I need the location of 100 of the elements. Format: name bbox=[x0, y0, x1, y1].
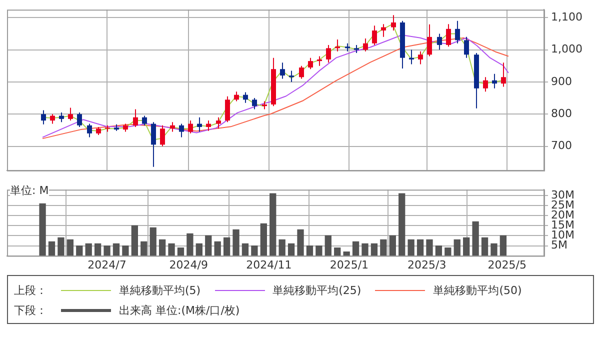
candlestick bbox=[335, 39, 340, 52]
candlestick bbox=[455, 20, 460, 44]
bar bbox=[435, 245, 442, 256]
candlestick bbox=[252, 98, 257, 110]
candlestick bbox=[225, 96, 230, 123]
bar bbox=[168, 243, 175, 256]
bar bbox=[324, 235, 332, 256]
bar bbox=[454, 239, 460, 256]
bar bbox=[380, 239, 387, 256]
bar bbox=[205, 235, 212, 256]
bar bbox=[316, 245, 322, 256]
x-tick-label: 2025/5 bbox=[488, 258, 526, 272]
bar bbox=[39, 203, 46, 256]
bar bbox=[131, 225, 138, 256]
candlestick bbox=[179, 123, 184, 138]
x-tick-label: 2024/9 bbox=[169, 258, 208, 272]
legend-label: 出来高 単位:(M株/口/枚) bbox=[119, 303, 240, 318]
candlestick bbox=[437, 33, 442, 50]
bar bbox=[288, 243, 295, 256]
bar bbox=[48, 241, 56, 256]
x-tick-label: 2025/1 bbox=[330, 258, 369, 272]
bar bbox=[389, 235, 396, 256]
bar bbox=[444, 247, 452, 256]
bar bbox=[352, 241, 360, 256]
candlestick bbox=[289, 70, 294, 82]
candlestick bbox=[151, 122, 156, 168]
candlestick bbox=[41, 110, 46, 125]
bar bbox=[334, 247, 341, 256]
bar bbox=[500, 235, 507, 256]
candlestick bbox=[68, 107, 73, 122]
y-tick-label: 1,100 bbox=[551, 10, 582, 24]
x-tick-label: 2024/7 bbox=[88, 258, 126, 272]
bar bbox=[490, 243, 498, 256]
bar bbox=[186, 233, 194, 256]
bar bbox=[232, 229, 240, 256]
bar bbox=[343, 251, 350, 256]
candlestick bbox=[234, 91, 239, 102]
bar bbox=[242, 243, 249, 256]
candlestick bbox=[363, 38, 368, 52]
candlestick bbox=[59, 112, 64, 123]
candlestick bbox=[206, 120, 211, 132]
candlestick bbox=[381, 24, 386, 38]
bar bbox=[196, 243, 202, 256]
x-tick-label: 2025/3 bbox=[408, 258, 446, 272]
bar bbox=[85, 243, 92, 256]
candlestick bbox=[391, 14, 396, 32]
candlestick bbox=[160, 124, 165, 147]
y-axis-title: 単位: M bbox=[10, 183, 49, 198]
bar bbox=[260, 223, 267, 256]
bar bbox=[426, 239, 433, 256]
bar bbox=[140, 241, 148, 256]
bar bbox=[177, 247, 184, 256]
bar bbox=[362, 243, 368, 256]
candlestick bbox=[326, 44, 331, 64]
candlestick bbox=[197, 116, 202, 132]
bar bbox=[306, 245, 314, 256]
y-tick-label: 800 bbox=[551, 106, 572, 120]
candlestick bbox=[280, 62, 285, 80]
y-tick-label: 900 bbox=[551, 74, 572, 88]
bar bbox=[270, 193, 276, 256]
bar bbox=[398, 193, 406, 256]
candlestick bbox=[87, 123, 92, 138]
candlestick bbox=[142, 115, 147, 126]
bar bbox=[297, 229, 304, 256]
candlestick bbox=[243, 92, 248, 104]
candlestick bbox=[427, 24, 432, 57]
candlestick bbox=[317, 56, 322, 66]
candlestick bbox=[483, 76, 488, 92]
candlestick bbox=[133, 108, 138, 128]
legend-label: 単純移動平均(50) bbox=[433, 283, 522, 298]
bar bbox=[408, 239, 414, 256]
y-tick-label: 700 bbox=[551, 139, 572, 152]
legend-label: 単純移動平均(5) bbox=[119, 283, 201, 298]
candlestick bbox=[372, 25, 377, 46]
bar bbox=[416, 239, 424, 256]
candlestick bbox=[501, 62, 506, 88]
y-tick-label: 1,000 bbox=[551, 42, 582, 56]
bar bbox=[158, 239, 166, 256]
candlestick bbox=[464, 36, 469, 58]
legend-title: 下段： bbox=[14, 303, 47, 318]
candlestick bbox=[299, 65, 304, 80]
bar bbox=[66, 239, 74, 256]
bar bbox=[370, 243, 378, 256]
bar bbox=[481, 237, 488, 256]
bar bbox=[150, 227, 156, 256]
legend-title: 上段： bbox=[14, 283, 47, 298]
bar bbox=[122, 245, 129, 256]
candlestick bbox=[409, 49, 414, 65]
bar bbox=[94, 243, 102, 256]
bar bbox=[76, 245, 83, 256]
bar bbox=[112, 243, 120, 256]
bar bbox=[251, 245, 258, 256]
candlestick bbox=[170, 122, 175, 132]
candlestick bbox=[216, 116, 221, 130]
candlestick bbox=[418, 50, 423, 65]
legend-label: 単純移動平均(25) bbox=[272, 283, 362, 298]
candlestick bbox=[77, 112, 82, 128]
bar bbox=[214, 241, 221, 256]
bar bbox=[223, 237, 230, 256]
y-tick-label: 30M bbox=[551, 188, 574, 202]
